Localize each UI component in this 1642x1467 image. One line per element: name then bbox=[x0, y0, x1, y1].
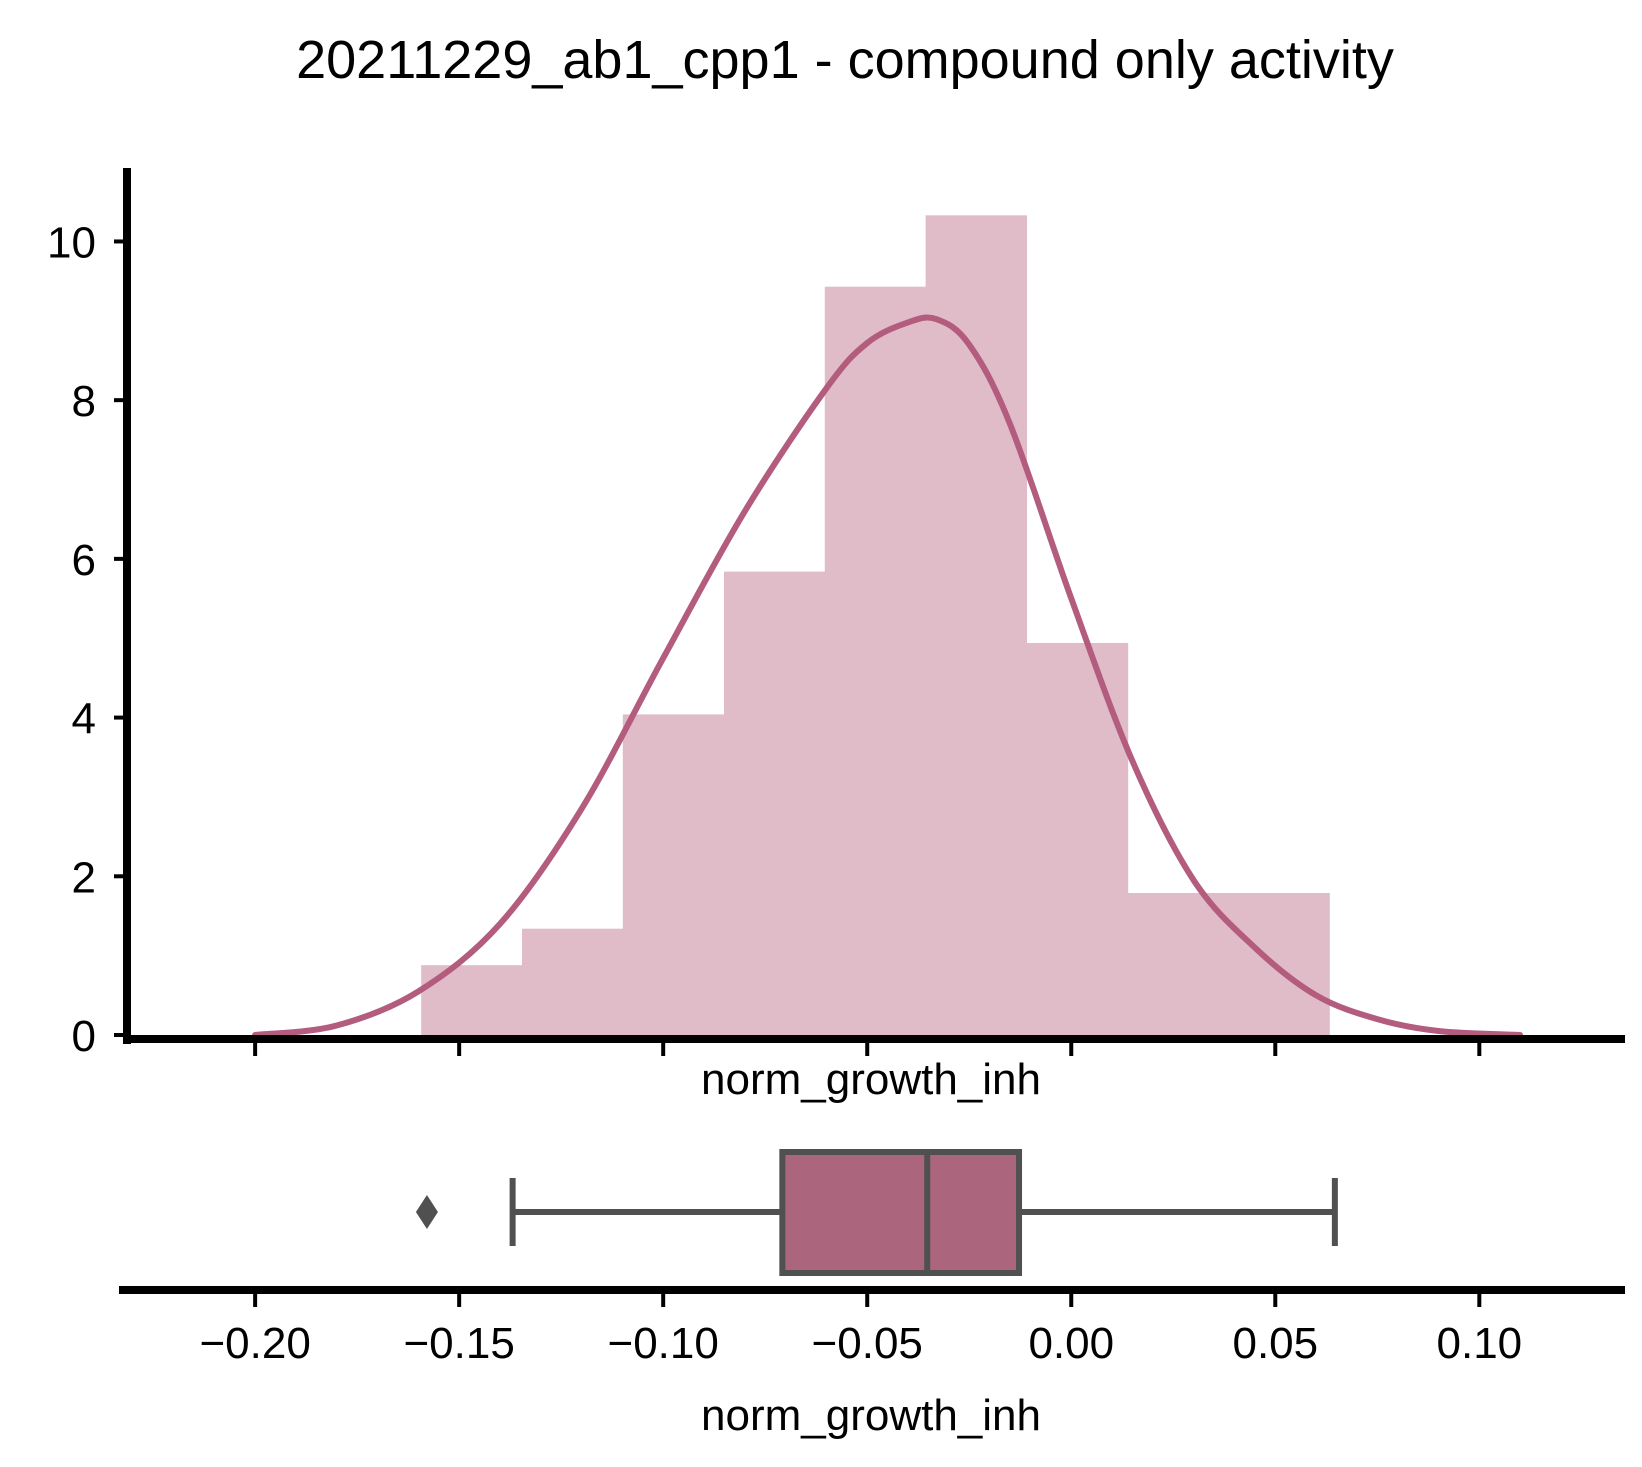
x-tick-label-6: 0.10 bbox=[1437, 1319, 1523, 1368]
box-x-axis-label: norm_growth_inh bbox=[701, 1391, 1041, 1440]
box-iqr bbox=[779, 1149, 1023, 1276]
histogram-bar-7 bbox=[1127, 893, 1229, 1035]
histogram-bar-1 bbox=[522, 928, 624, 1035]
y-axis-ticks: 0 2 4 6 8 10 bbox=[47, 218, 127, 1061]
y-tick-label-8: 8 bbox=[72, 377, 96, 426]
y-tick-label-6: 6 bbox=[72, 536, 96, 585]
x-tick-label-4: 0.00 bbox=[1028, 1319, 1114, 1368]
boxplot bbox=[415, 1149, 1338, 1276]
y-tick-label-10: 10 bbox=[47, 218, 96, 267]
x-tick-label-0: −0.20 bbox=[199, 1319, 310, 1368]
y-tick-label-2: 2 bbox=[72, 853, 96, 902]
histogram-bar-4 bbox=[824, 286, 927, 1035]
y-tick-label-0: 0 bbox=[72, 1012, 96, 1061]
outlier-0 bbox=[415, 1195, 438, 1229]
histogram-bar-2 bbox=[622, 714, 725, 1035]
kde-curve bbox=[252, 314, 1524, 1038]
y-tick-label-4: 4 bbox=[72, 695, 96, 744]
hist-x-axis-label: norm_growth_inh bbox=[701, 1055, 1041, 1104]
histogram-panel: 0 2 4 6 8 10 norm_growth_inh bbox=[47, 168, 1625, 1104]
histogram-bar-6 bbox=[1026, 643, 1129, 1035]
histogram-bar-8 bbox=[1228, 893, 1330, 1035]
histogram-bar-0 bbox=[421, 965, 523, 1035]
x-tick-label-3: −0.05 bbox=[812, 1319, 923, 1368]
x-tick-label-1: −0.15 bbox=[403, 1319, 514, 1368]
x-tick-label-5: 0.05 bbox=[1232, 1319, 1318, 1368]
x-tick-label-2: −0.10 bbox=[608, 1319, 719, 1368]
top-x-axis-ticks bbox=[253, 1043, 1482, 1056]
boxplot-panel: −0.20 −0.15 −0.10 −0.05 0.00 0.05 0.10 norm_gr… bbox=[119, 1149, 1625, 1440]
bottom-x-axis-ticks: −0.20 −0.15 −0.10 −0.05 0.00 0.05 0.10 bbox=[199, 1294, 1522, 1368]
chart-title: 20211229_ab1_cpp1 - compound only activi… bbox=[296, 30, 1394, 90]
histogram-bar-5 bbox=[925, 215, 1027, 1036]
histogram-bars bbox=[421, 215, 1330, 1036]
histogram-bar-3 bbox=[724, 571, 826, 1035]
